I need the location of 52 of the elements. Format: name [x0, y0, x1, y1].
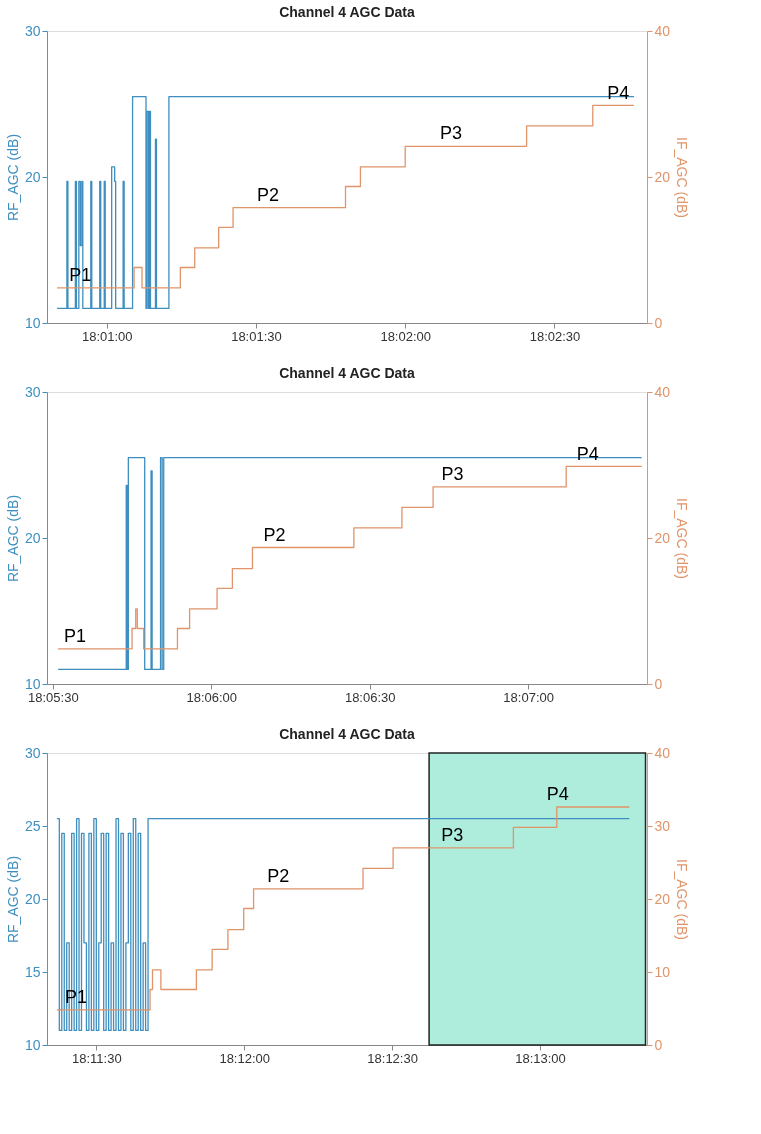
y-tick-label: 10: [24, 1036, 41, 1053]
x-tick-label: 18:02:00: [380, 328, 432, 344]
chart-title: Channel 4 AGC Data: [279, 4, 416, 20]
x-tick-label: 18:12:30: [367, 1050, 418, 1066]
y-axis-title: RF_AGC (dB): [4, 494, 21, 583]
annotation: P3: [441, 463, 464, 484]
x-tick-label: 18:01:00: [81, 328, 133, 344]
y2-tick-label: 10: [654, 963, 671, 980]
annotation: P2: [267, 865, 290, 886]
y-tick-label: 20: [24, 168, 41, 185]
y-tick-label: 30: [24, 22, 41, 39]
y2-tick-label: 20: [654, 529, 671, 546]
y2-axis-title: IF_AGC (dB): [674, 137, 691, 218]
y2-tick-label: 20: [654, 890, 671, 907]
x-tick-label: 18:05:30: [28, 689, 79, 705]
x-tick-label: 18:07:00: [503, 689, 554, 705]
x-tick-label: 18:06:30: [344, 689, 396, 705]
annotation: P4: [546, 784, 569, 805]
x-tick-label: 18:13:00: [515, 1050, 566, 1066]
chart-title: Channel 4 AGC Data: [279, 365, 416, 381]
y-tick-label: 20: [24, 890, 41, 907]
y-tick-label: 30: [24, 383, 41, 400]
y-axis-title: RF_AGC (dB): [4, 855, 21, 944]
y-axis-title: RF_AGC (dB): [4, 133, 21, 222]
x-tick-label: 18:01:30: [231, 328, 282, 344]
y2-tick-label: 30: [654, 817, 671, 834]
y-tick-label: 10: [24, 675, 41, 692]
y2-tick-label: 40: [654, 383, 671, 400]
y2-tick-label: 40: [654, 22, 671, 39]
y2-tick-label: 0: [654, 1036, 663, 1053]
y2-tick-label: 0: [654, 314, 663, 331]
y2-tick-label: 20: [654, 168, 671, 185]
x-tick-label: 18:02:30: [529, 328, 581, 344]
annotation: P3: [439, 123, 462, 144]
annotation: P2: [256, 184, 279, 205]
y-tick-label: 10: [24, 314, 41, 331]
x-tick-label: 18:11:30: [71, 1050, 122, 1066]
x-tick-label: 18:06:00: [186, 689, 238, 705]
annotation: P1: [65, 987, 88, 1008]
y2-axis-title: IF_AGC (dB): [674, 498, 691, 579]
y-tick-label: 30: [24, 744, 41, 761]
annotation: P1: [63, 626, 86, 647]
annotation: P3: [441, 824, 464, 845]
y2-tick-label: 0: [654, 675, 663, 692]
y-tick-label: 15: [24, 963, 41, 980]
y-tick-label: 20: [24, 529, 41, 546]
y2-tick-label: 40: [654, 744, 671, 761]
x-tick-label: 18:12:00: [219, 1050, 271, 1066]
y2-axis-title: IF_AGC (dB): [674, 859, 691, 940]
chart-title: Channel 4 AGC Data: [279, 726, 416, 742]
y-tick-label: 25: [24, 817, 41, 834]
annotation: P2: [263, 525, 286, 546]
